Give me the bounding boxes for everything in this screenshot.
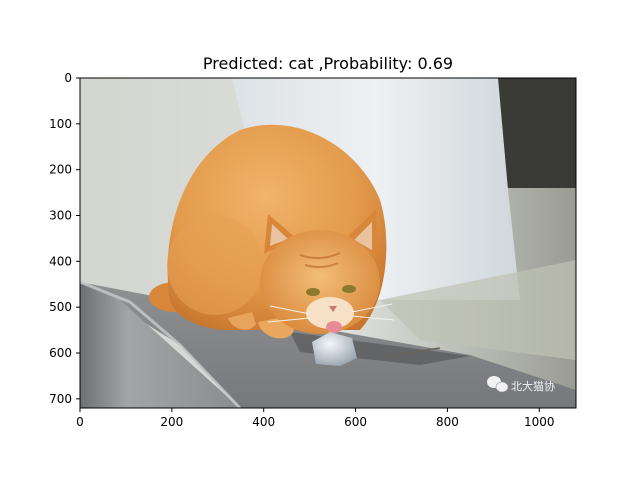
cat-tongue (326, 321, 342, 333)
y-tick-label: 0 (64, 71, 72, 85)
ice-cube (312, 332, 357, 366)
ledge-front (80, 282, 240, 408)
cat-eye-left (306, 288, 320, 296)
axes-frame (79, 77, 577, 409)
watermark: 北大猫协 (487, 376, 555, 393)
x-tick-label: 800 (436, 415, 459, 429)
y-tick-label: 200 (49, 163, 72, 177)
ledge-edge-highlight (80, 280, 242, 408)
x-tick-label: 0 (76, 415, 84, 429)
x-axis-ticks: 0 200 400 600 800 1000 (76, 408, 555, 429)
y-tick-label: 700 (49, 392, 72, 406)
cat-paw-left (228, 312, 256, 330)
y-axis-ticks: 0 100 200 300 400 500 600 700 (49, 71, 80, 406)
cat-ear-right-inner (354, 222, 372, 250)
y-tick-label: 500 (49, 300, 72, 314)
cat-ear-left-inner (270, 224, 288, 246)
photo: 北大猫协 (80, 78, 576, 408)
y-tick-label: 300 (49, 209, 72, 223)
y-tick-label: 400 (49, 254, 72, 268)
y-tick-label: 100 (49, 117, 72, 131)
chart-title: Predicted: cat ,Probability: 0.69 (203, 54, 453, 73)
twig (387, 347, 441, 357)
cat-eye-right (342, 285, 356, 293)
x-tick-label: 1000 (524, 415, 555, 429)
x-tick-label: 200 (160, 415, 183, 429)
watermark-text: 北大猫协 (511, 379, 555, 393)
cat-stripes (299, 252, 341, 269)
cat-muzzle (306, 297, 354, 329)
cat (149, 124, 395, 339)
x-tick-label: 600 (344, 415, 367, 429)
wechat-icon-small (495, 381, 509, 393)
cat-nose (329, 306, 337, 312)
x-tick-label: 400 (252, 415, 275, 429)
grass-patch (380, 260, 576, 360)
cat-whiskers (267, 303, 395, 323)
y-tick-label: 600 (49, 346, 72, 360)
dark-corner (498, 78, 576, 188)
cat-haunch (167, 215, 263, 315)
